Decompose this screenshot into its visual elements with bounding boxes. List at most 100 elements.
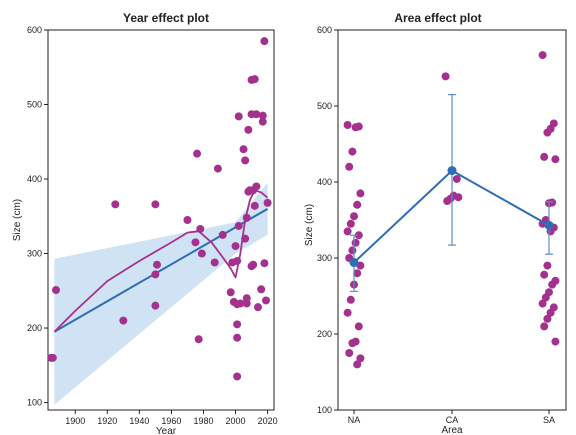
year-ci-band bbox=[54, 182, 268, 405]
area-point-sa-14 bbox=[540, 270, 549, 279]
area-effect-panel: Area effect plot NA CA SA 100 200 300 400 500 6… bbox=[304, 11, 567, 435]
area-mean-point-sa bbox=[544, 220, 554, 230]
year-effect-panel: Year effect plot 1900 1920 1940 1960 1980 200… bbox=[12, 11, 278, 435]
area-point-na-12 bbox=[351, 238, 360, 247]
area-point-sa-4 bbox=[543, 128, 552, 137]
area-y-tick-label-300: 300 bbox=[317, 253, 332, 263]
area-x-tick-label-sa: SA bbox=[543, 415, 555, 425]
area-point-na-16 bbox=[353, 269, 362, 278]
area-point-sa-5 bbox=[540, 152, 549, 161]
area-point-na-3 bbox=[351, 123, 360, 132]
year-x-tick-label-2020: 2020 bbox=[258, 416, 278, 426]
area-y-axis-label: Size (cm) bbox=[304, 204, 315, 246]
year-point-7 bbox=[151, 270, 160, 279]
year-point-12 bbox=[193, 149, 202, 158]
area-point-na-9 bbox=[346, 219, 355, 228]
year-point-10 bbox=[183, 216, 192, 224]
area-y-tick-label-600: 600 bbox=[317, 25, 332, 35]
area-point-na-13 bbox=[348, 246, 357, 255]
year-point-2 bbox=[48, 353, 57, 362]
area-point-na-24 bbox=[356, 354, 365, 363]
area-point-sa-22 bbox=[543, 314, 552, 323]
year-y-tick-label-500: 500 bbox=[27, 100, 42, 110]
area-point-na-5 bbox=[345, 162, 354, 171]
year-point-49 bbox=[253, 303, 262, 312]
year-x-tick-label-1900: 1900 bbox=[65, 416, 85, 426]
area-x-ticks: NA CA SA bbox=[348, 410, 555, 425]
year-point-32 bbox=[241, 156, 250, 165]
area-y-tick-label-500: 500 bbox=[317, 101, 332, 111]
year-x-tick-label-1980: 1980 bbox=[193, 416, 213, 426]
year-point-13 bbox=[194, 335, 203, 344]
year-point-11 bbox=[191, 238, 200, 247]
year-point-18 bbox=[218, 230, 227, 239]
year-x-tick-label-1960: 1960 bbox=[161, 416, 181, 426]
year-x-tick-label-1940: 1940 bbox=[129, 416, 149, 426]
area-point-na-4 bbox=[348, 147, 357, 156]
area-x-axis-label: Area bbox=[441, 425, 463, 435]
year-point-46 bbox=[250, 75, 259, 84]
year-y-tick-label-100: 100 bbox=[27, 398, 42, 408]
year-fit-line-layer bbox=[53, 207, 269, 333]
area-point-sa-18 bbox=[541, 293, 550, 302]
area-point-na-10 bbox=[343, 227, 352, 236]
area-point-na-23 bbox=[345, 349, 354, 357]
area-point-na-22 bbox=[348, 339, 357, 348]
area-point-na-7 bbox=[353, 200, 362, 209]
year-point-37 bbox=[244, 125, 253, 134]
year-smooth-curve bbox=[53, 189, 269, 333]
area-y-tick-label-100: 100 bbox=[317, 405, 332, 415]
year-point-16 bbox=[210, 258, 219, 267]
area-point-sa-24 bbox=[551, 337, 560, 346]
area-x-tick-label-ca: CA bbox=[446, 415, 459, 425]
year-point-22 bbox=[231, 242, 240, 251]
area-y-ticks: 100 200 300 400 500 600 bbox=[317, 25, 338, 415]
area-x-tick-label-na: NA bbox=[348, 415, 361, 425]
year-point-45 bbox=[250, 201, 259, 210]
year-point-33 bbox=[241, 234, 250, 243]
year-point-3 bbox=[52, 286, 61, 295]
year-point-34 bbox=[242, 213, 251, 222]
year-point-56 bbox=[263, 198, 272, 207]
year-x-ticks: 1900 1920 1940 1960 1980 2000 2020 bbox=[65, 410, 278, 426]
area-point-ca-6 bbox=[454, 193, 463, 202]
area-mean-point-ca bbox=[447, 166, 457, 176]
year-point-53 bbox=[260, 37, 269, 46]
area-point-sa-16 bbox=[548, 280, 557, 289]
area-point-na-20 bbox=[354, 322, 363, 331]
area-y-tick-label-200: 200 bbox=[317, 329, 332, 339]
year-smooth-curve-layer bbox=[53, 189, 269, 333]
year-fit-line bbox=[53, 207, 269, 333]
year-x-tick-label-1920: 1920 bbox=[97, 416, 117, 426]
year-y-tick-label-200: 200 bbox=[27, 323, 42, 333]
area-point-ca-5 bbox=[443, 197, 452, 205]
area-point-sa-6 bbox=[551, 155, 560, 164]
year-point-50 bbox=[257, 285, 266, 294]
year-y-ticks: 100 200 300 400 500 600 bbox=[27, 25, 48, 408]
year-point-55 bbox=[261, 296, 270, 305]
year-x-axis-label: Year bbox=[156, 426, 177, 435]
year-point-54 bbox=[260, 259, 269, 268]
year-y-tick-label-400: 400 bbox=[27, 174, 42, 184]
area-mean-point-na bbox=[349, 258, 359, 268]
area-point-na-11 bbox=[354, 231, 363, 240]
year-point-52 bbox=[258, 117, 267, 126]
year-point-29 bbox=[234, 112, 243, 121]
year-point-44 bbox=[249, 260, 258, 269]
year-panel-title: Year effect plot bbox=[123, 11, 209, 25]
area-means-layer bbox=[349, 93, 554, 293]
year-point-9 bbox=[152, 260, 161, 269]
area-panel-title: Area effect plot bbox=[394, 11, 481, 25]
area-point-sa-19 bbox=[538, 299, 547, 308]
area-point-na-8 bbox=[350, 212, 358, 221]
year-point-17 bbox=[213, 164, 222, 173]
year-point-14 bbox=[196, 224, 205, 233]
year-ci-band-layer bbox=[54, 182, 268, 405]
year-point-30 bbox=[236, 299, 245, 308]
area-point-na-15 bbox=[356, 261, 365, 270]
year-point-5 bbox=[119, 316, 128, 325]
area-point-ca-2 bbox=[452, 174, 461, 183]
area-point-ca-1 bbox=[441, 72, 450, 81]
year-y-tick-label-600: 600 bbox=[27, 25, 42, 35]
